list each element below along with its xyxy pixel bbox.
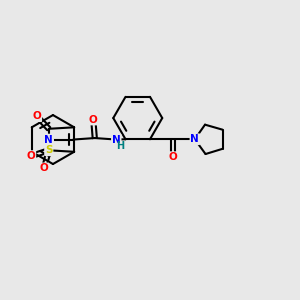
Text: N: N (44, 134, 53, 145)
Text: O: O (27, 151, 35, 161)
Text: H: H (116, 141, 124, 151)
Text: N: N (112, 134, 121, 145)
Text: O: O (40, 164, 48, 173)
Text: N: N (190, 134, 199, 144)
Text: O: O (32, 111, 41, 121)
Text: O: O (89, 115, 98, 124)
Text: S: S (45, 145, 52, 155)
Text: O: O (169, 152, 178, 162)
